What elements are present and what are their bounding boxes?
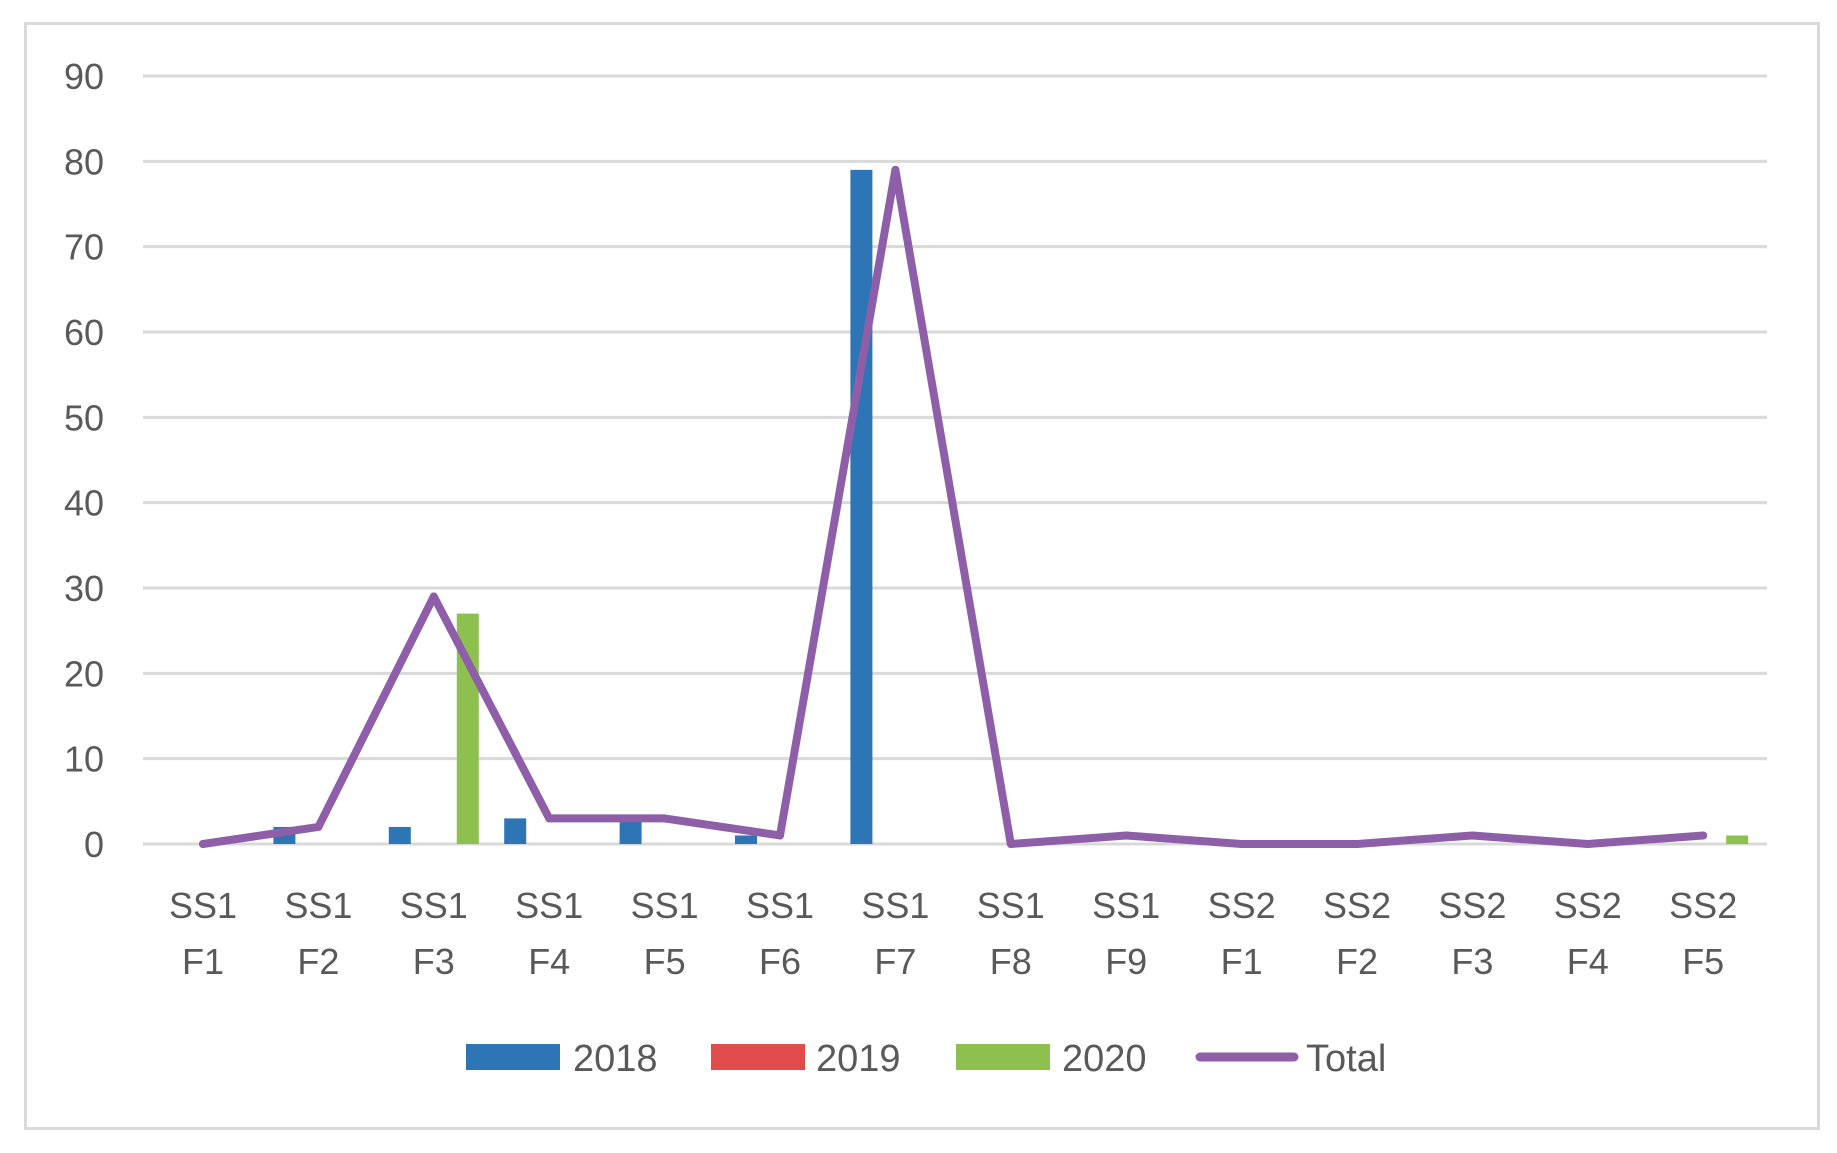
y-tick-label: 70	[64, 227, 104, 268]
x-tick-line: F2	[297, 941, 339, 982]
legend-swatch-2018	[466, 1044, 560, 1070]
total-line-layer	[199, 165, 1708, 848]
total-point-12	[1583, 840, 1592, 848]
x-tick-label: SS1 F9	[1092, 885, 1160, 982]
x-tick-label: SS1 F5	[631, 885, 699, 982]
x-tick-label: SS2 F3	[1438, 885, 1506, 982]
total-point-0	[199, 840, 207, 848]
x-tick-line: F3	[413, 941, 455, 982]
y-tick-label: 60	[64, 312, 104, 353]
x-tick-label: SS2 F4	[1554, 885, 1622, 982]
x-tick-line: F8	[990, 941, 1032, 982]
x-tick-label: SS2 F2	[1323, 885, 1391, 982]
x-tick-line: F5	[1682, 941, 1724, 982]
y-tick-label: 10	[64, 739, 104, 780]
x-tick-label: SS2 F1	[1208, 885, 1276, 982]
x-tick-line: SS2	[1438, 885, 1506, 926]
total-point-9	[1237, 840, 1246, 848]
total-line	[199, 165, 1708, 848]
bar-2018-4	[619, 818, 642, 844]
legend-label-Total: Total	[1306, 1038, 1386, 1080]
total-point-3	[545, 814, 554, 823]
total-point-7	[1006, 840, 1015, 848]
x-tick-line: F9	[1105, 941, 1147, 982]
x-tick-line: SS1	[746, 885, 814, 926]
x-tick-line: SS2	[1208, 885, 1276, 926]
chart-frame	[24, 22, 1820, 1130]
total-point-8	[1122, 831, 1131, 840]
x-tick-line: F7	[874, 941, 916, 982]
x-tick-line: SS1	[631, 885, 699, 926]
x-tick-line: SS1	[515, 885, 583, 926]
y-tick-label: 80	[64, 141, 104, 182]
bar-2018-6	[850, 169, 873, 844]
x-tick-line: F6	[759, 941, 801, 982]
y-axis-ticks: 0 10 20 30 40 50 60 70 80 90	[64, 56, 104, 865]
total-point-4	[660, 814, 669, 823]
y-tick-label: 90	[64, 56, 104, 97]
x-tick-line: SS1	[284, 885, 352, 926]
x-tick-label: SS1 F2	[284, 885, 352, 982]
legend: 2018 2019 2020 Total	[466, 1038, 1386, 1080]
legend-swatch-2019	[711, 1044, 805, 1070]
y-tick-label: 40	[64, 483, 104, 524]
total-point-1	[314, 822, 323, 831]
total-point-5	[776, 831, 784, 840]
bar-2018-5	[735, 835, 757, 844]
x-tick-line: SS2	[1554, 885, 1622, 926]
y-tick-label: 0	[84, 824, 104, 865]
x-tick-line: F4	[528, 941, 570, 982]
legend-label-2020: 2020	[1062, 1038, 1147, 1080]
total-point-11	[1468, 831, 1477, 840]
legend-label-2018: 2018	[573, 1038, 658, 1080]
bar-2018-2	[388, 826, 411, 844]
x-tick-label: SS1 F6	[746, 885, 814, 982]
x-tick-line: SS2	[1669, 885, 1737, 926]
total-point-2	[429, 592, 438, 601]
x-tick-line: SS1	[977, 885, 1045, 926]
x-tick-label: SS1 F8	[977, 885, 1045, 982]
x-tick-line: SS1	[861, 885, 929, 926]
x-tick-label: SS1 F1	[169, 885, 237, 982]
x-tick-line: SS1	[400, 885, 468, 926]
total-point-13	[1699, 831, 1708, 840]
total-point-6	[891, 165, 900, 174]
x-tick-label: SS2 F5	[1669, 885, 1737, 982]
total-point-10	[1353, 840, 1361, 848]
x-tick-line: SS2	[1323, 885, 1391, 926]
y-tick-label: 50	[64, 397, 104, 438]
bars	[273, 169, 1749, 844]
x-tick-line: SS1	[169, 885, 237, 926]
x-tick-line: F1	[182, 941, 224, 982]
x-tick-line: SS1	[1092, 885, 1160, 926]
y-tick-label: 30	[64, 568, 104, 609]
x-tick-line: F2	[1336, 941, 1378, 982]
x-tick-line: F5	[644, 941, 686, 982]
x-tick-label: SS1 F3	[400, 885, 468, 982]
bar-2020-13	[1726, 835, 1749, 844]
legend-swatch-2020	[956, 1044, 1050, 1070]
x-tick-label: SS1 F7	[861, 885, 929, 982]
x-tick-line: F4	[1567, 941, 1609, 982]
y-tick-label: 20	[64, 653, 104, 694]
x-tick-line: F3	[1451, 941, 1493, 982]
legend-label-2019: 2019	[816, 1038, 901, 1080]
bar-2018-3	[504, 818, 527, 844]
gridlines	[143, 74, 1767, 846]
x-tick-label: SS1 F4	[515, 885, 583, 982]
x-tick-line: F1	[1221, 941, 1263, 982]
